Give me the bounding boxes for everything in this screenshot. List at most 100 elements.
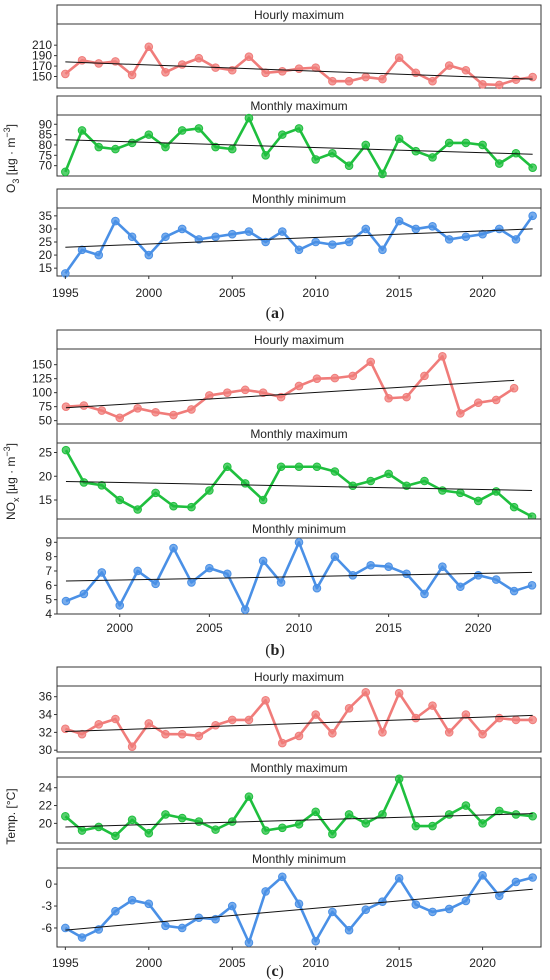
y-tick-label: 32 [39,725,53,739]
data-point [348,481,358,491]
data-point [61,69,70,79]
data-point [420,589,429,599]
data-point [330,552,340,561]
data-point [511,235,521,244]
x-tick-label: 2005 [219,286,246,300]
y-tick-label: 15 [39,493,53,507]
data-point [528,72,537,82]
data-point [77,933,87,942]
data-point [361,224,371,234]
data-point [227,901,237,911]
data-point [244,227,254,236]
y-axis-label: NOx [µg · m−3] [2,443,21,520]
data-point [478,140,487,150]
y-tick-label: 75 [39,400,53,414]
data-point [77,729,87,739]
trend-line [65,61,533,80]
data-point [151,407,160,417]
x-tick-label: 1995 [52,956,79,970]
data-point [294,462,304,472]
data-point [328,907,337,917]
data-point [330,373,340,383]
data-point [97,406,107,415]
data-point [384,469,393,479]
data-point [344,810,354,819]
data-point [394,774,404,784]
data-point [194,817,204,826]
data-point [402,569,411,579]
panel-frame [56,537,542,615]
data-point [384,562,393,571]
data-point [244,715,254,725]
data-point [438,351,447,361]
data-point [378,74,387,84]
y-tick-label: 100 [32,386,52,400]
data-point [115,413,125,423]
panel-frame [56,685,542,753]
data-point [294,538,304,547]
y-tick-label: 50 [39,414,53,428]
data-point [378,169,387,179]
data-point [127,742,137,751]
y-tick-label: 30 [39,743,53,757]
y-tick-label: 4 [45,607,52,621]
data-point [261,826,270,835]
data-point [328,148,337,158]
data-point [294,64,304,73]
data-point [294,124,304,133]
data-point [177,923,187,933]
data-point [394,134,404,144]
data-point [177,729,187,739]
data-point [511,715,521,725]
data-point [161,68,170,77]
data-point [394,53,404,63]
data-point [169,410,178,420]
y-tick-label: 25 [39,235,53,249]
data-point [473,496,483,506]
y-tick-label: 8 [45,550,52,564]
y-tick-label: 170 [32,59,52,73]
y-tick-label: 20 [39,816,53,830]
strip-label: Hourly maximum [254,333,344,347]
data-point [366,476,376,486]
panel-frame [56,207,542,277]
data-point [411,821,421,831]
data-point [144,42,154,52]
data-point [494,806,504,816]
data-point [194,235,204,244]
data-point [133,404,142,413]
data-point [227,715,237,725]
series-line [64,874,533,944]
data-point [240,479,250,488]
x-tick-label: 2000 [135,956,162,970]
y-tick-label: 75 [39,148,53,162]
data-point [444,728,454,737]
trend-line [65,480,533,491]
y-tick-label: 70 [39,159,53,173]
data-point [478,871,487,880]
data-point [461,801,471,810]
x-tick-label: 2015 [386,286,413,300]
panel-frame [56,776,542,844]
data-point [244,113,254,123]
figure-caption: (a) [266,305,285,322]
data-point [258,556,268,566]
data-point [115,495,125,505]
data-point [61,445,71,455]
data-point [127,70,137,80]
data-point [494,891,504,901]
data-point [509,383,519,393]
data-point [361,72,371,82]
data-point [94,720,104,729]
data-point [428,821,437,831]
data-point [411,224,421,234]
data-point [328,76,337,86]
x-tick-label: 2020 [469,286,496,300]
x-tick-label: 2020 [469,956,496,970]
figure-caption: (b) [265,642,285,659]
data-point [205,563,214,573]
y-tick-label: 85 [39,128,53,142]
